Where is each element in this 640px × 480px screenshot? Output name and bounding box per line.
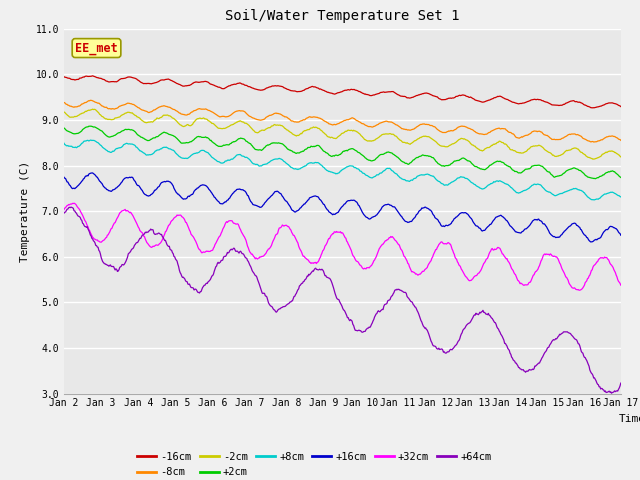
Y-axis label: Temperature (C): Temperature (C) xyxy=(20,161,30,262)
Legend: -16cm, -8cm, -2cm, +2cm, +8cm, +16cm, +32cm, +64cm: -16cm, -8cm, -2cm, +2cm, +8cm, +16cm, +3… xyxy=(133,448,496,480)
X-axis label: Time: Time xyxy=(618,414,640,424)
Title: Soil/Water Temperature Set 1: Soil/Water Temperature Set 1 xyxy=(225,10,460,24)
Text: EE_met: EE_met xyxy=(75,42,118,55)
